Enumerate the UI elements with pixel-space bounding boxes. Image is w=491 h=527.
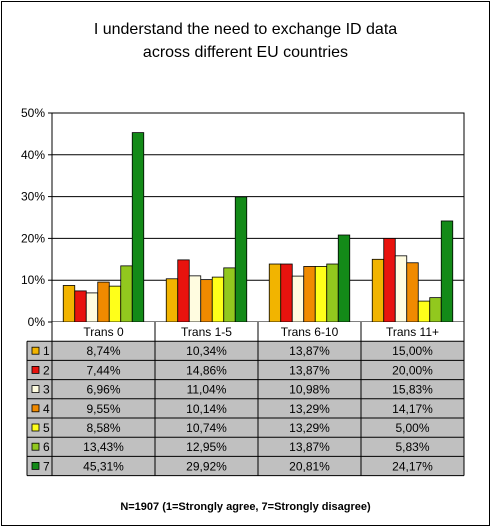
x-tick-label: Trans 0	[83, 325, 124, 339]
chart-title-line-1: I understand the need to exchange ID dat…	[93, 21, 398, 38]
bar	[417, 300, 431, 323]
legend-key	[31, 385, 40, 394]
data-label: 15,83%	[392, 383, 433, 397]
y-tick-label: 10%	[21, 273, 45, 287]
x-tick-label: Trans 11+	[386, 325, 439, 339]
legend-label: 7	[43, 459, 50, 473]
data-label: 10,34%	[186, 344, 227, 358]
y-tick-label: 50%	[21, 106, 45, 120]
y-tick-label: 40%	[21, 148, 45, 162]
legend-key	[31, 442, 40, 451]
legend-label: 4	[43, 402, 50, 416]
bar	[188, 275, 202, 323]
data-label: 29,92%	[186, 459, 227, 473]
bar	[371, 258, 385, 323]
legend-key	[31, 365, 40, 374]
data-label: 13,43%	[83, 440, 124, 454]
data-label: 45,31%	[83, 459, 124, 473]
bar	[211, 276, 225, 323]
legend-label: 5	[43, 421, 50, 435]
bar	[200, 279, 213, 323]
legend-key	[31, 404, 40, 413]
chart-title: I understand the need to exchange ID dat…	[0, 18, 491, 64]
bar	[280, 263, 293, 323]
bar	[165, 278, 179, 323]
bar	[108, 285, 122, 323]
bar	[120, 265, 133, 323]
legend-key	[31, 461, 40, 470]
data-label: 5,83%	[395, 440, 429, 454]
data-label: 11,04%	[187, 383, 227, 397]
legend-label: 2	[43, 363, 50, 377]
data-label: 13,87%	[289, 363, 330, 377]
bar	[406, 262, 419, 323]
bar	[394, 255, 408, 323]
data-label: 10,14%	[186, 402, 227, 416]
chart-title-line-2: across different EU countries	[142, 44, 349, 61]
x-tick-label: Trans 6-10	[281, 325, 339, 339]
bar	[383, 237, 396, 323]
bar	[326, 263, 339, 323]
data-label: 14,86%	[186, 363, 227, 377]
data-label: 8,74%	[86, 344, 120, 358]
data-label: 15,00%	[392, 344, 433, 358]
bar	[223, 267, 236, 323]
bar	[303, 266, 316, 323]
data-label: 10,74%	[186, 421, 227, 435]
data-label: 10,98%	[289, 383, 330, 397]
y-tick-label: 20%	[21, 231, 45, 245]
y-tick-label: 0%	[28, 315, 46, 329]
data-label: 13,87%	[289, 440, 330, 454]
chart-footnote: N=1907 (1=Strongly agree, 7=Strongly dis…	[120, 501, 371, 513]
bar	[97, 281, 110, 323]
bar	[234, 196, 248, 323]
data-label: 13,87%	[289, 344, 330, 358]
table-body-bg	[27, 341, 464, 476]
bar	[177, 259, 190, 323]
bar	[62, 285, 76, 323]
bar	[268, 263, 282, 323]
x-tick-label: Trans 1-5	[181, 325, 232, 339]
legend-label: 6	[43, 440, 50, 454]
bar	[131, 132, 145, 323]
bar	[74, 290, 87, 323]
data-label: 12,95%	[186, 440, 227, 454]
data-label: 5,00%	[395, 421, 429, 435]
bar	[337, 234, 351, 323]
data-label: 6,96%	[86, 383, 120, 397]
data-label: 24,17%	[392, 459, 433, 473]
bar	[429, 297, 442, 323]
bar	[314, 266, 328, 323]
data-label: 14,17%	[392, 402, 433, 416]
legend-label: 1	[43, 344, 50, 358]
data-label: 13,29%	[289, 421, 330, 435]
data-label: 7,44%	[86, 363, 120, 377]
data-label: 8,58%	[86, 421, 120, 435]
data-label: 13,29%	[289, 402, 330, 416]
data-label: 20,00%	[392, 363, 433, 377]
data-label: 20,81%	[289, 459, 330, 473]
bar	[85, 292, 99, 323]
legend-key	[31, 423, 40, 432]
y-tick-label: 30%	[21, 190, 45, 204]
data-label: 9,55%	[86, 402, 120, 416]
legend-key	[31, 346, 40, 355]
bar	[291, 275, 305, 323]
legend-label: 3	[43, 383, 50, 397]
bar	[440, 220, 454, 323]
